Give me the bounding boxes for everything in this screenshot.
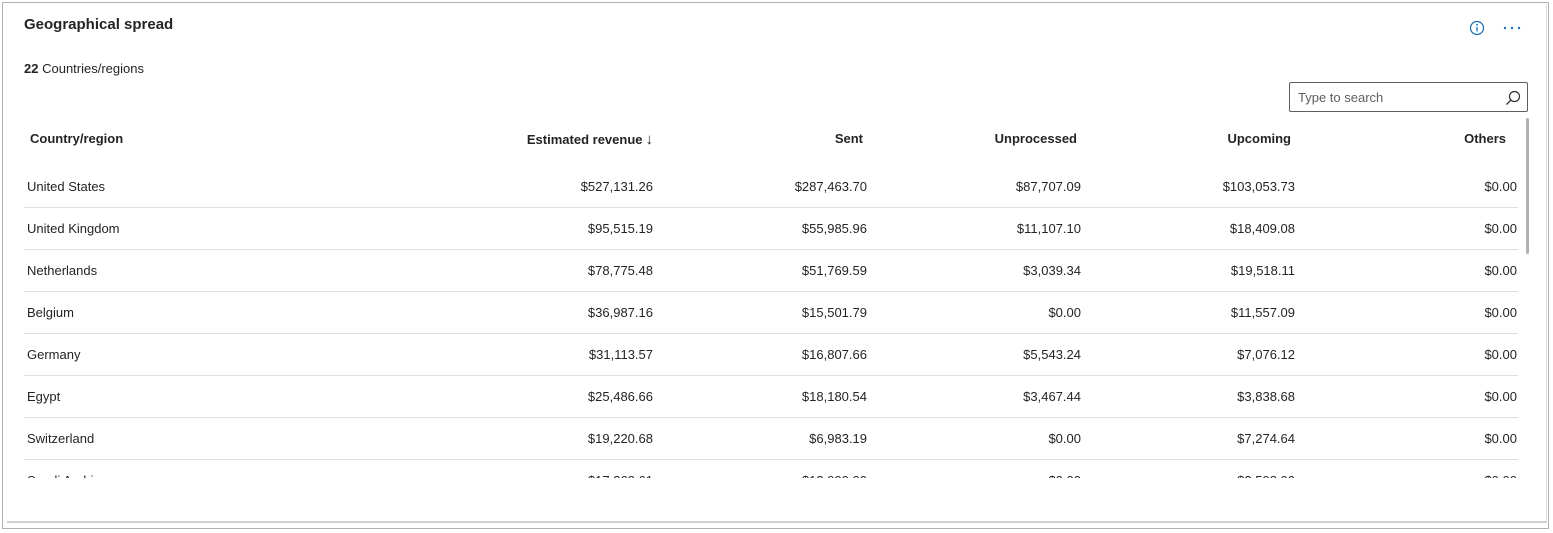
country-count: 22 Countries/regions	[24, 61, 144, 76]
cell-sent: $51,769.59	[801, 263, 867, 278]
cell-unprocessed: $3,467.44	[1023, 389, 1081, 404]
cell-others: $0.00	[1484, 179, 1517, 194]
column-header-estimated-revenue[interactable]: Estimated revenue ↓	[527, 131, 653, 148]
cell-estimated-revenue: $17,368.61	[588, 473, 653, 478]
cell-country: Saudi Arabia	[27, 473, 101, 478]
cell-country: Belgium	[27, 305, 74, 320]
cell-unprocessed: $0.00	[1048, 473, 1081, 478]
cell-country: Switzerland	[27, 431, 95, 446]
cell-upcoming: $2,598.00	[1237, 473, 1295, 478]
cell-sent: $18,180.54	[801, 389, 867, 404]
column-header-others[interactable]: Others	[1464, 131, 1506, 146]
cell-sent: $6,983.19	[809, 431, 867, 446]
cell-sent: $12,990.00	[802, 473, 867, 478]
search-box[interactable]	[1289, 82, 1528, 112]
cell-estimated-revenue: $95,515.19	[587, 221, 653, 236]
cell-upcoming: $11,557.09	[1230, 305, 1295, 320]
cell-estimated-revenue: $25,486.66	[587, 389, 653, 404]
column-header-unprocessed[interactable]: Unprocessed	[994, 131, 1077, 146]
country-count-label: Countries/regions	[42, 61, 144, 76]
cell-others: $0.00	[1484, 305, 1517, 320]
scrollbar-thumb[interactable]	[1526, 118, 1529, 254]
cell-estimated-revenue: $78,775.48	[587, 263, 653, 278]
column-header-country[interactable]: Country/region	[30, 131, 124, 146]
cell-upcoming: $18,409.08	[1229, 221, 1295, 236]
cell-unprocessed: $3,039.34	[1023, 263, 1081, 278]
cell-country: Netherlands	[27, 263, 98, 278]
search-input[interactable]	[1298, 88, 1498, 106]
table-row[interactable]: Germany $31,113.57 $16,807.66 $5,543.24 …	[24, 334, 1518, 376]
cell-unprocessed: $5,543.24	[1023, 347, 1081, 362]
countries-table: Country/region Estimated revenue ↓ Sent U…	[24, 116, 1518, 478]
column-header-upcoming[interactable]: Upcoming	[1227, 131, 1291, 146]
cell-others: $0.00	[1484, 431, 1517, 446]
table-row[interactable]: Belgium $36,987.16 $15,501.79 $0.00 $11,…	[24, 292, 1518, 334]
table-row[interactable]: United Kingdom $95,515.19 $55,985.96 $11…	[24, 208, 1518, 250]
table-row[interactable]: United States $527,131.26 $287,463.70 $8…	[24, 166, 1518, 208]
column-header-estimated-revenue-label: Estimated revenue	[526, 132, 643, 147]
cell-unprocessed: $0.00	[1048, 305, 1081, 320]
cell-sent: $16,807.66	[801, 347, 867, 362]
table-row[interactable]: Egypt $25,486.66 $18,180.54 $3,467.44 $3…	[24, 376, 1518, 418]
cell-estimated-revenue: $36,987.16	[587, 305, 653, 320]
cell-upcoming: $103,053.73	[1222, 179, 1295, 194]
geographical-spread-card: Geographical spread 22 Countries/regions	[7, 4, 1547, 523]
cell-unprocessed: $87,707.09	[1015, 179, 1081, 194]
search-icon[interactable]	[1504, 89, 1522, 107]
column-header-sent[interactable]: Sent	[834, 131, 863, 146]
more-options-icon[interactable]	[1501, 18, 1523, 38]
cell-others: $0.00	[1484, 347, 1517, 362]
cell-unprocessed: $0.00	[1048, 431, 1081, 446]
info-icon[interactable]	[1469, 20, 1485, 36]
table-header-row: Country/region Estimated revenue ↓ Sent U…	[24, 116, 1518, 166]
cell-estimated-revenue: $19,220.68	[587, 431, 653, 446]
cell-upcoming: $7,274.64	[1237, 431, 1295, 446]
sort-descending-arrow-icon: ↓	[645, 131, 654, 148]
cell-upcoming: $3,838.68	[1237, 389, 1295, 404]
cell-country: Germany	[27, 347, 81, 362]
cell-country: Egypt	[27, 389, 61, 404]
cell-estimated-revenue: $31,113.57	[588, 347, 653, 362]
cell-sent: $15,501.79	[801, 305, 867, 320]
cell-upcoming: $7,076.12	[1237, 347, 1295, 362]
cell-others: $0.00	[1484, 473, 1517, 478]
table-row[interactable]: Switzerland $19,220.68 $6,983.19 $0.00 $…	[24, 418, 1518, 460]
cell-unprocessed: $11,107.10	[1016, 221, 1081, 236]
cell-others: $0.00	[1484, 263, 1517, 278]
card-title: Geographical spread	[24, 16, 174, 33]
cell-upcoming: $19,518.11	[1230, 263, 1295, 278]
cell-sent: $55,985.96	[801, 221, 867, 236]
cell-country: United States	[27, 179, 106, 194]
cell-estimated-revenue: $527,131.26	[580, 179, 653, 194]
table-row[interactable]: Netherlands $78,775.48 $51,769.59 $3,039…	[24, 250, 1518, 292]
cell-others: $0.00	[1484, 221, 1517, 236]
table-row[interactable]: Saudi Arabia $17,368.61 $12,990.00 $0.00…	[24, 460, 1518, 478]
country-count-value: 22	[24, 61, 39, 76]
cell-country: United Kingdom	[27, 221, 120, 236]
cell-sent: $287,463.70	[794, 179, 867, 194]
cell-others: $0.00	[1484, 389, 1517, 404]
